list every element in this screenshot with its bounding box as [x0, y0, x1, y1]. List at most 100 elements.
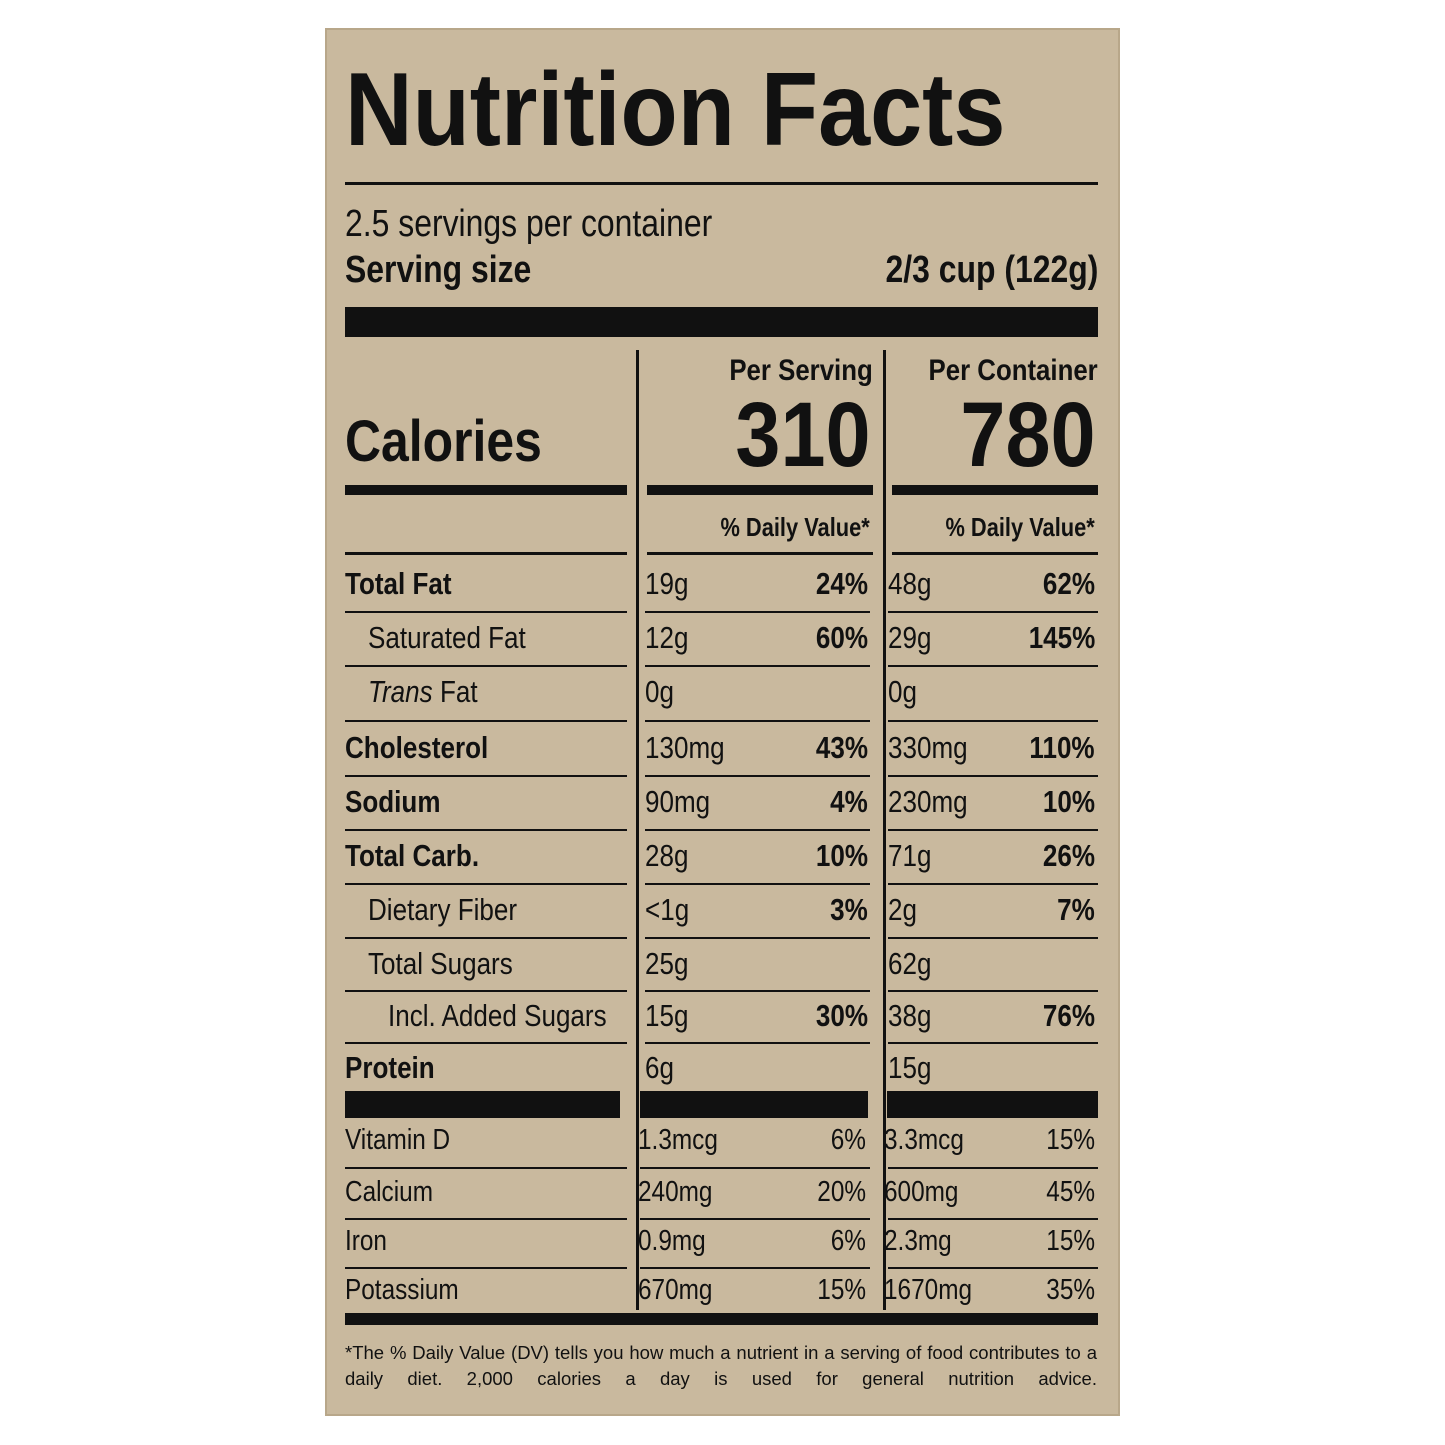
- serving-size-label: Serving size: [345, 249, 532, 292]
- amount: 1670mg: [884, 1274, 973, 1307]
- daily-value-header: % Daily Value*: [720, 511, 870, 542]
- nutrient-name: Total Sugars: [368, 945, 513, 981]
- rule: [647, 485, 873, 495]
- amount: 90mg: [645, 783, 711, 819]
- column-divider: [882, 350, 886, 1310]
- rule: [888, 611, 1098, 613]
- daily-value: 4%: [830, 783, 868, 819]
- rule: [645, 611, 870, 613]
- rule: [345, 1042, 627, 1044]
- amount: 2.3mg: [884, 1225, 952, 1258]
- nutrient-name: Dietary Fiber: [368, 891, 518, 927]
- daily-value: 15%: [1046, 1124, 1095, 1157]
- nutrient-name: Cholesterol: [345, 729, 489, 765]
- calories-label: Calories: [345, 409, 542, 475]
- daily-value: 35%: [1046, 1274, 1095, 1307]
- rule: [345, 720, 627, 722]
- rule: [345, 775, 627, 777]
- amount: 330mg: [888, 729, 968, 765]
- rule: [888, 937, 1098, 939]
- amount: 62g: [888, 945, 932, 981]
- amount: 15g: [888, 1049, 932, 1085]
- rule: [647, 551, 873, 555]
- rule: [345, 611, 627, 613]
- rule: [345, 1167, 627, 1169]
- rule: [888, 990, 1098, 992]
- nutrient-name: Incl. Added Sugars: [388, 997, 607, 1033]
- vitamin-name: Vitamin D: [345, 1124, 451, 1157]
- rule: [888, 1167, 1098, 1169]
- amount: 6g: [645, 1049, 674, 1085]
- amount: 38g: [888, 997, 932, 1033]
- rule: [888, 1042, 1098, 1044]
- rule: [887, 1090, 1098, 1118]
- daily-value: 3%: [830, 891, 868, 927]
- calories-value: 310: [734, 384, 870, 487]
- footnote: *The % Daily Value (DV) tells you how mu…: [345, 1342, 1097, 1389]
- rule: [345, 551, 627, 555]
- rule: [345, 1266, 627, 1269]
- daily-value: 62%: [1042, 565, 1095, 601]
- daily-value: 26%: [1042, 837, 1095, 873]
- nutrition-label: [325, 28, 1120, 1416]
- daily-value: 15%: [1046, 1225, 1095, 1258]
- nutrient-name: Total Fat: [345, 565, 452, 601]
- vitamin-name: Potassium: [345, 1274, 459, 1307]
- amount: 0.9mg: [638, 1225, 706, 1258]
- daily-value: 10%: [815, 837, 868, 873]
- amount: 240mg: [638, 1176, 713, 1209]
- daily-value: 6%: [830, 1124, 866, 1157]
- daily-value: 20%: [817, 1176, 866, 1209]
- nutrient-name-italic: Trans: [368, 673, 433, 709]
- rule: [888, 665, 1098, 667]
- rule: [345, 883, 627, 885]
- amount: 15g: [645, 997, 689, 1033]
- column-header: Per Container: [928, 353, 1098, 387]
- amount: 19g: [645, 565, 689, 601]
- amount: 0g: [888, 673, 917, 709]
- amount: 1.3mcg: [638, 1124, 718, 1157]
- amount: 3.3mcg: [884, 1124, 964, 1157]
- rule: [640, 1167, 870, 1169]
- rule: [645, 883, 870, 885]
- rule: [345, 990, 627, 992]
- daily-value: 145%: [1028, 619, 1095, 655]
- daily-value: 45%: [1046, 1176, 1095, 1209]
- rule: [640, 1266, 870, 1269]
- amount: 670mg: [638, 1274, 713, 1307]
- rule: [645, 775, 870, 777]
- rule: [888, 1266, 1098, 1269]
- daily-value-header: % Daily Value*: [945, 511, 1095, 542]
- vitamin-name: Calcium: [345, 1176, 433, 1209]
- amount: 0g: [645, 673, 674, 709]
- daily-value: 30%: [815, 997, 868, 1033]
- rule: [888, 720, 1098, 722]
- rule: [888, 829, 1098, 831]
- column-header: Per Serving: [729, 353, 873, 387]
- rule: [345, 937, 627, 939]
- amount: 130mg: [645, 729, 725, 765]
- daily-value: 7%: [1057, 891, 1095, 927]
- nutrient-name: Saturated Fat: [368, 619, 526, 655]
- amount: 2g: [888, 891, 917, 927]
- rule: [640, 1217, 870, 1220]
- amount: 230mg: [888, 783, 968, 819]
- rule: [888, 775, 1098, 777]
- daily-value: 43%: [815, 729, 868, 765]
- amount: 600mg: [884, 1176, 959, 1209]
- vitamin-name: Iron: [345, 1225, 387, 1258]
- rule: [645, 990, 870, 992]
- daily-value: 6%: [830, 1225, 866, 1258]
- rule: [345, 1217, 627, 1220]
- rule: [345, 181, 1098, 185]
- amount: 48g: [888, 565, 932, 601]
- nutrient-name: Total Carb.: [345, 837, 480, 873]
- daily-value: 110%: [1029, 729, 1095, 765]
- daily-value: 60%: [815, 619, 868, 655]
- rule: [888, 1217, 1098, 1220]
- nutrient-name: Fat: [439, 673, 478, 709]
- servings-per-container: 2.5 servings per container: [345, 203, 713, 246]
- serving-size-value: 2/3 cup (122g): [885, 249, 1098, 292]
- rule: [640, 1090, 868, 1118]
